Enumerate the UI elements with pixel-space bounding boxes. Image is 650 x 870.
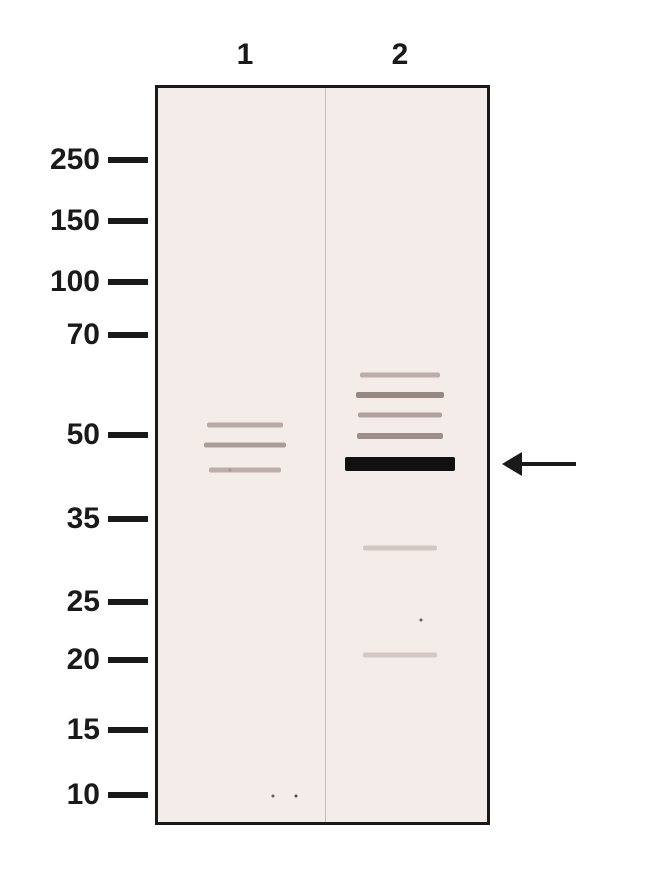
target-arrow-head	[502, 452, 522, 476]
protein-band	[358, 413, 442, 418]
protein-band	[356, 392, 444, 398]
lane-label: 2	[392, 38, 409, 72]
blot-membrane	[155, 85, 490, 825]
lane-divider	[325, 88, 326, 822]
mw-tick	[108, 279, 148, 285]
membrane-speck	[272, 795, 275, 798]
mw-label: 25	[67, 585, 100, 619]
protein-band	[357, 433, 443, 439]
mw-tick	[108, 792, 148, 798]
mw-tick	[108, 332, 148, 338]
lane-label: 1	[237, 38, 254, 72]
protein-band	[345, 457, 455, 471]
mw-tick	[108, 657, 148, 663]
membrane-speck	[420, 619, 423, 622]
mw-tick	[108, 157, 148, 163]
mw-label: 250	[50, 143, 100, 177]
mw-label: 35	[67, 502, 100, 536]
mw-label: 150	[50, 204, 100, 238]
mw-label: 70	[67, 318, 100, 352]
mw-tick	[108, 516, 148, 522]
target-arrow-shaft	[522, 462, 576, 466]
membrane-speck	[295, 795, 298, 798]
blot-figure: 1 2 250 150 100 70 50 35 25 20 15 10	[0, 0, 650, 870]
mw-label: 100	[50, 265, 100, 299]
protein-band	[360, 373, 440, 378]
mw-label: 20	[67, 643, 100, 677]
mw-label: 15	[67, 713, 100, 747]
mw-tick	[108, 218, 148, 224]
protein-band	[363, 653, 437, 658]
protein-band	[363, 546, 437, 551]
mw-tick	[108, 727, 148, 733]
mw-tick	[108, 432, 148, 438]
protein-band	[209, 468, 281, 473]
mw-label: 50	[67, 418, 100, 452]
mw-tick	[108, 599, 148, 605]
protein-band	[204, 443, 286, 448]
protein-band	[207, 423, 283, 428]
mw-label: 10	[67, 778, 100, 812]
